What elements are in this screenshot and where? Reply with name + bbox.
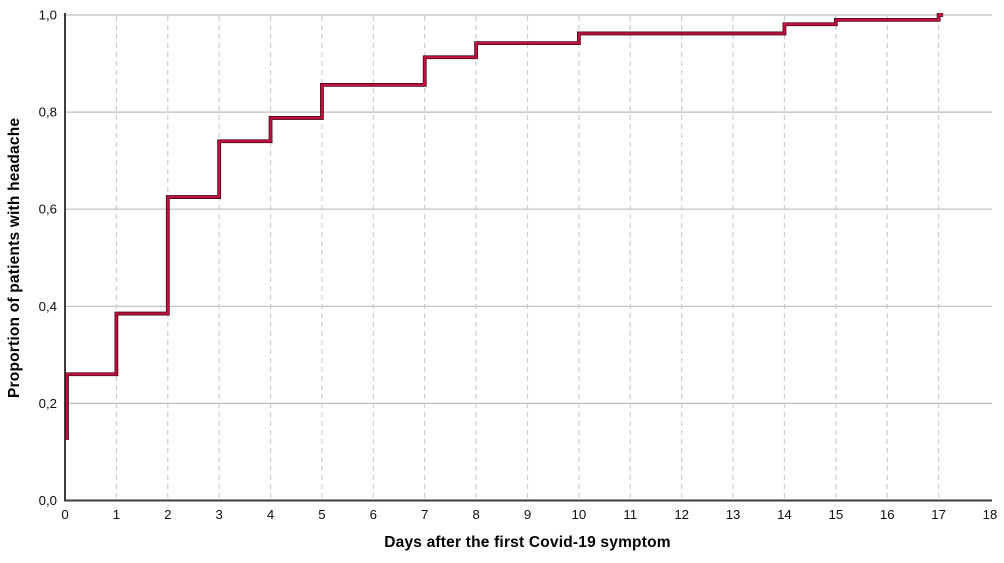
y-axis-title: Proportion of patients with headache — [6, 117, 23, 399]
x-tick-label: 10 — [572, 507, 587, 522]
x-tick-label: 8 — [472, 507, 479, 522]
y-tick-label: 0,8 — [39, 105, 57, 120]
x-tick-label: 7 — [421, 507, 428, 522]
x-tick-label: 17 — [931, 507, 946, 522]
x-tick-label: 1 — [113, 507, 120, 522]
x-axis-title: Days after the first Covid-19 symptom — [384, 534, 671, 551]
step-curve-edge — [65, 13, 944, 440]
x-tick-label: 13 — [726, 507, 741, 522]
x-tick-label: 4 — [267, 507, 274, 522]
x-tick-label: 18 — [983, 507, 998, 522]
x-tick-label: 3 — [215, 507, 222, 522]
x-tick-label: 16 — [880, 507, 895, 522]
x-tick-label: 6 — [370, 507, 377, 522]
y-tick-label: 0,6 — [39, 202, 57, 217]
y-tick-label: 0,0 — [39, 493, 57, 508]
x-tick-label: 15 — [828, 507, 843, 522]
x-tick-label: 2 — [164, 507, 171, 522]
step-curve — [65, 13, 944, 440]
y-tick-label: 0,2 — [39, 396, 57, 411]
x-tick-label: 11 — [623, 507, 637, 522]
x-tick-label: 5 — [318, 507, 325, 522]
x-tick-label: 14 — [777, 507, 792, 522]
x-tick-label: 12 — [674, 507, 689, 522]
y-tick-label: 0,4 — [39, 299, 57, 314]
y-tick-label: 1,0 — [39, 8, 57, 23]
x-tick-label: 9 — [524, 507, 531, 522]
x-tick-label: 0 — [61, 507, 68, 522]
